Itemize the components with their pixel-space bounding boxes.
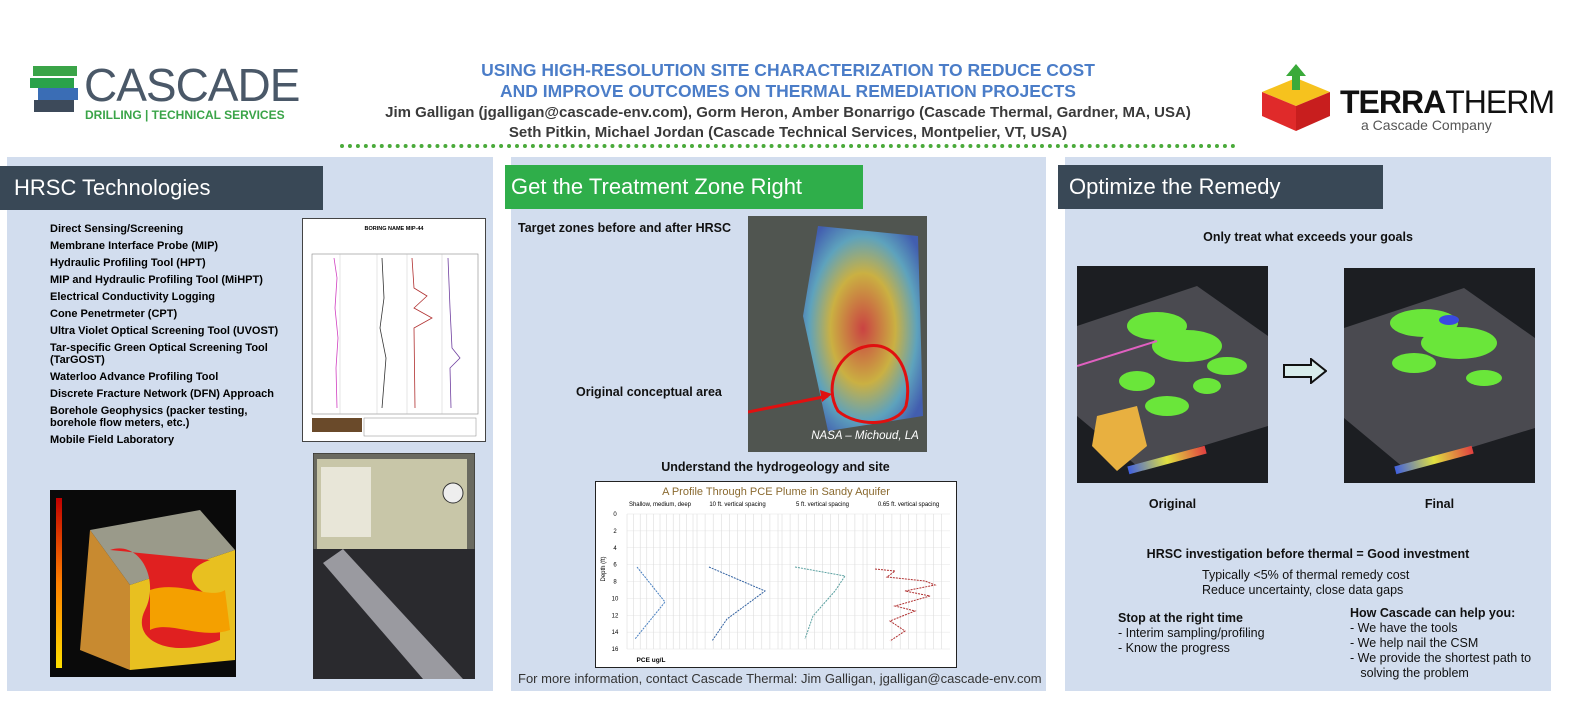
authors: Jim Galligan (jgalligan@cascade-env.com)…: [340, 103, 1236, 143]
heading: Stop at the right time: [1118, 611, 1243, 625]
logo-tagline: a Cascade Company: [1361, 117, 1492, 133]
divider: [340, 144, 1236, 148]
logo-mark: [30, 66, 78, 112]
brand-bold: TERRA: [1340, 84, 1446, 120]
logo-tagline: DRILLING | TECHNICAL SERVICES: [85, 108, 285, 122]
profile-line: [708, 566, 766, 642]
y-tick-label: 12: [612, 613, 619, 619]
panel-title: Get the Treatment Zone Right: [505, 165, 863, 209]
image-label: Original: [1148, 497, 1197, 511]
logo-name: CASCADE: [84, 59, 300, 111]
points: Typically <5% of thermal remedy cost Redu…: [1202, 568, 1409, 598]
title-line: AND IMPROVE OUTCOMES ON THERMAL REMEDIAT…: [500, 81, 1076, 101]
caption: Understand the hydrogeology and site: [661, 460, 890, 474]
y-tick-label: 8: [613, 580, 617, 586]
y-label: Depth (ft): [601, 556, 607, 581]
brand-light: THERM: [1445, 84, 1555, 120]
caption: Only treat what exceeds your goals: [1203, 230, 1413, 244]
heading: How Cascade can help you:: [1350, 606, 1516, 620]
help-list: How Cascade can help you: - We have the t…: [1350, 606, 1531, 681]
map-credit: NASA – Michoud, LA: [811, 430, 919, 442]
list-item: - We have the tools: [1350, 621, 1458, 635]
model-final: [1344, 268, 1535, 483]
list-item: Electrical Conductivity Logging: [50, 291, 216, 303]
list-item: Tar-specific Green Optical Screening Too…: [50, 342, 268, 366]
caption: Target zones before and after HRSC: [518, 221, 732, 235]
model-original: [1077, 266, 1268, 483]
list-item: Cone Penetrmeter (CPT): [50, 308, 178, 320]
list-item: Ultra Violet Optical Screening Tool (UVO…: [50, 325, 279, 337]
title-line: USING HIGH-RESOLUTION SITE CHARACTERIZAT…: [481, 60, 1095, 80]
y-tick-label: 6: [613, 563, 617, 569]
arrow: [1283, 358, 1327, 384]
list-item: Waterloo Advance Profiling Tool: [50, 371, 219, 383]
profile-figure: A Profile Through PCE Plume in Sandy Aqu…: [595, 481, 957, 668]
model-image: [50, 490, 236, 677]
tool-photo: [313, 453, 475, 679]
list-item: - We provide the shortest path to: [1350, 651, 1532, 665]
log-title: BORING NAME MIP-44: [365, 226, 425, 232]
panel-title: Optimize the Remedy: [1058, 165, 1383, 209]
panel-label: 0.65 ft. vertical spacing: [878, 502, 939, 508]
tech-list: Direct Sensing/Screening Membrane Interfa…: [50, 223, 285, 451]
list-item: Mobile Field Laboratory: [50, 434, 175, 446]
point: Typically <5% of thermal remedy cost: [1202, 568, 1410, 582]
profile-line: [874, 568, 937, 642]
image-label: Final: [1424, 497, 1455, 511]
author-line: Jim Galligan (jgalligan@cascade-env.com)…: [385, 104, 1191, 121]
x-label: PCE ug/L: [637, 657, 666, 664]
y-tick-label: 0: [613, 512, 617, 518]
list-item: Borehole Geophysics (packer testing, bor…: [50, 405, 248, 429]
logo-brand: TERRATHERM: [1340, 84, 1555, 121]
panel-title: HRSC Technologies: [0, 166, 323, 210]
y-tick-label: 10: [612, 596, 619, 602]
list-item: solving the problem: [1350, 666, 1469, 680]
figure-title: A Profile Through PCE Plume in Sandy Aqu…: [662, 486, 890, 498]
list-item: - We help nail the CSM: [1350, 636, 1479, 650]
site-map: NASA – Michoud, LA: [748, 216, 927, 452]
profile-line: [794, 566, 846, 640]
panel-label: Shallow, medium, deep: [629, 502, 692, 508]
well-log-image: BORING NAME MIP-44: [302, 218, 486, 442]
y-tick-label: 2: [613, 529, 617, 535]
author-line: Seth Pitkin, Michael Jordan (Cascade Tec…: [508, 124, 1068, 141]
map-label: Original conceptual area: [576, 385, 722, 399]
panel-label: 5 ft. vertical spacing: [796, 502, 849, 508]
list-item: Membrane Interface Probe (MIP): [50, 240, 219, 252]
list-item: - Interim sampling/profiling: [1118, 626, 1265, 640]
list-item: Direct Sensing/Screening: [50, 223, 184, 235]
poster-title: USING HIGH-RESOLUTION SITE CHARACTERIZAT…: [340, 60, 1236, 102]
y-tick-label: 4: [613, 546, 617, 552]
list-item: - Know the progress: [1118, 641, 1230, 655]
contact: For more information, contact Cascade Th…: [518, 671, 1042, 686]
point: Reduce uncertainty, close data gaps: [1202, 583, 1404, 597]
list-item: Hydraulic Profiling Tool (HPT): [50, 257, 206, 269]
y-tick-label: 14: [612, 630, 619, 636]
logo-cube: [1262, 64, 1330, 131]
headline: HRSC investigation before thermal = Good…: [1146, 547, 1470, 561]
list-item: Discrete Fracture Network (DFN) Approach: [50, 388, 274, 400]
panel-label: 10 ft. vertical spacing: [709, 502, 765, 508]
stop-list: Stop at the right time - Interim sampling…: [1118, 611, 1265, 656]
list-item: MIP and Hydraulic Profiling Tool (MiHPT): [50, 274, 263, 286]
profile-line: [634, 566, 666, 640]
y-tick-label: 16: [612, 647, 619, 653]
